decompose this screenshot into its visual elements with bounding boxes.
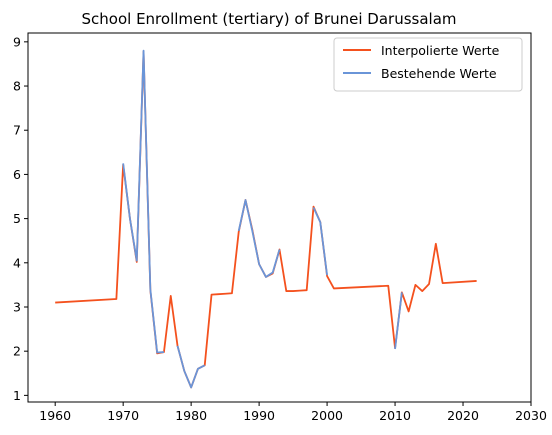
chart-title: School Enrollment (tertiary) of Brunei D… [82,10,457,28]
x-tick-label-2000: 2000 [311,408,343,423]
x-tick-label-2020: 2020 [447,408,479,423]
x-tick-label-1980: 1980 [175,408,207,423]
series-line-existing-3 [312,207,328,276]
y-tick-label-9: 9 [13,34,21,49]
y-axis: 1 2 3 4 5 6 7 8 9 [13,34,28,403]
y-tick-label-6: 6 [13,167,21,182]
legend-label-interpolated: Interpolierte Werte [381,43,500,58]
y-tick-label-5: 5 [13,211,21,226]
x-tick-label-1990: 1990 [243,408,275,423]
legend-label-existing: Bestehende Werte [381,66,497,81]
x-tick-label-1960: 1960 [39,408,71,423]
plot-frame [27,32,532,403]
series-line-interpolated [55,50,477,389]
series-line-existing-0 [122,49,165,354]
x-tick-label-1970: 1970 [107,408,139,423]
x-axis: 1960 1970 1980 1990 2000 2010 2020 2030 [39,402,547,423]
y-tick-label-2: 2 [13,344,21,359]
y-tick-label-8: 8 [13,79,21,94]
series-line-existing-2 [237,199,281,278]
plot-lines [55,49,477,389]
legend: Interpolierte Werte Bestehende Werte [333,37,523,92]
x-tick-label-2030: 2030 [515,408,547,423]
legend-box [333,37,523,92]
x-tick-label-2010: 2010 [379,408,411,423]
series-line-existing-1 [176,345,206,389]
series-line-existing-4 [394,292,403,350]
y-tick-label-3: 3 [13,299,21,314]
y-tick-label-1: 1 [13,388,21,403]
y-tick-label-4: 4 [13,255,21,270]
y-tick-label-7: 7 [13,123,21,138]
